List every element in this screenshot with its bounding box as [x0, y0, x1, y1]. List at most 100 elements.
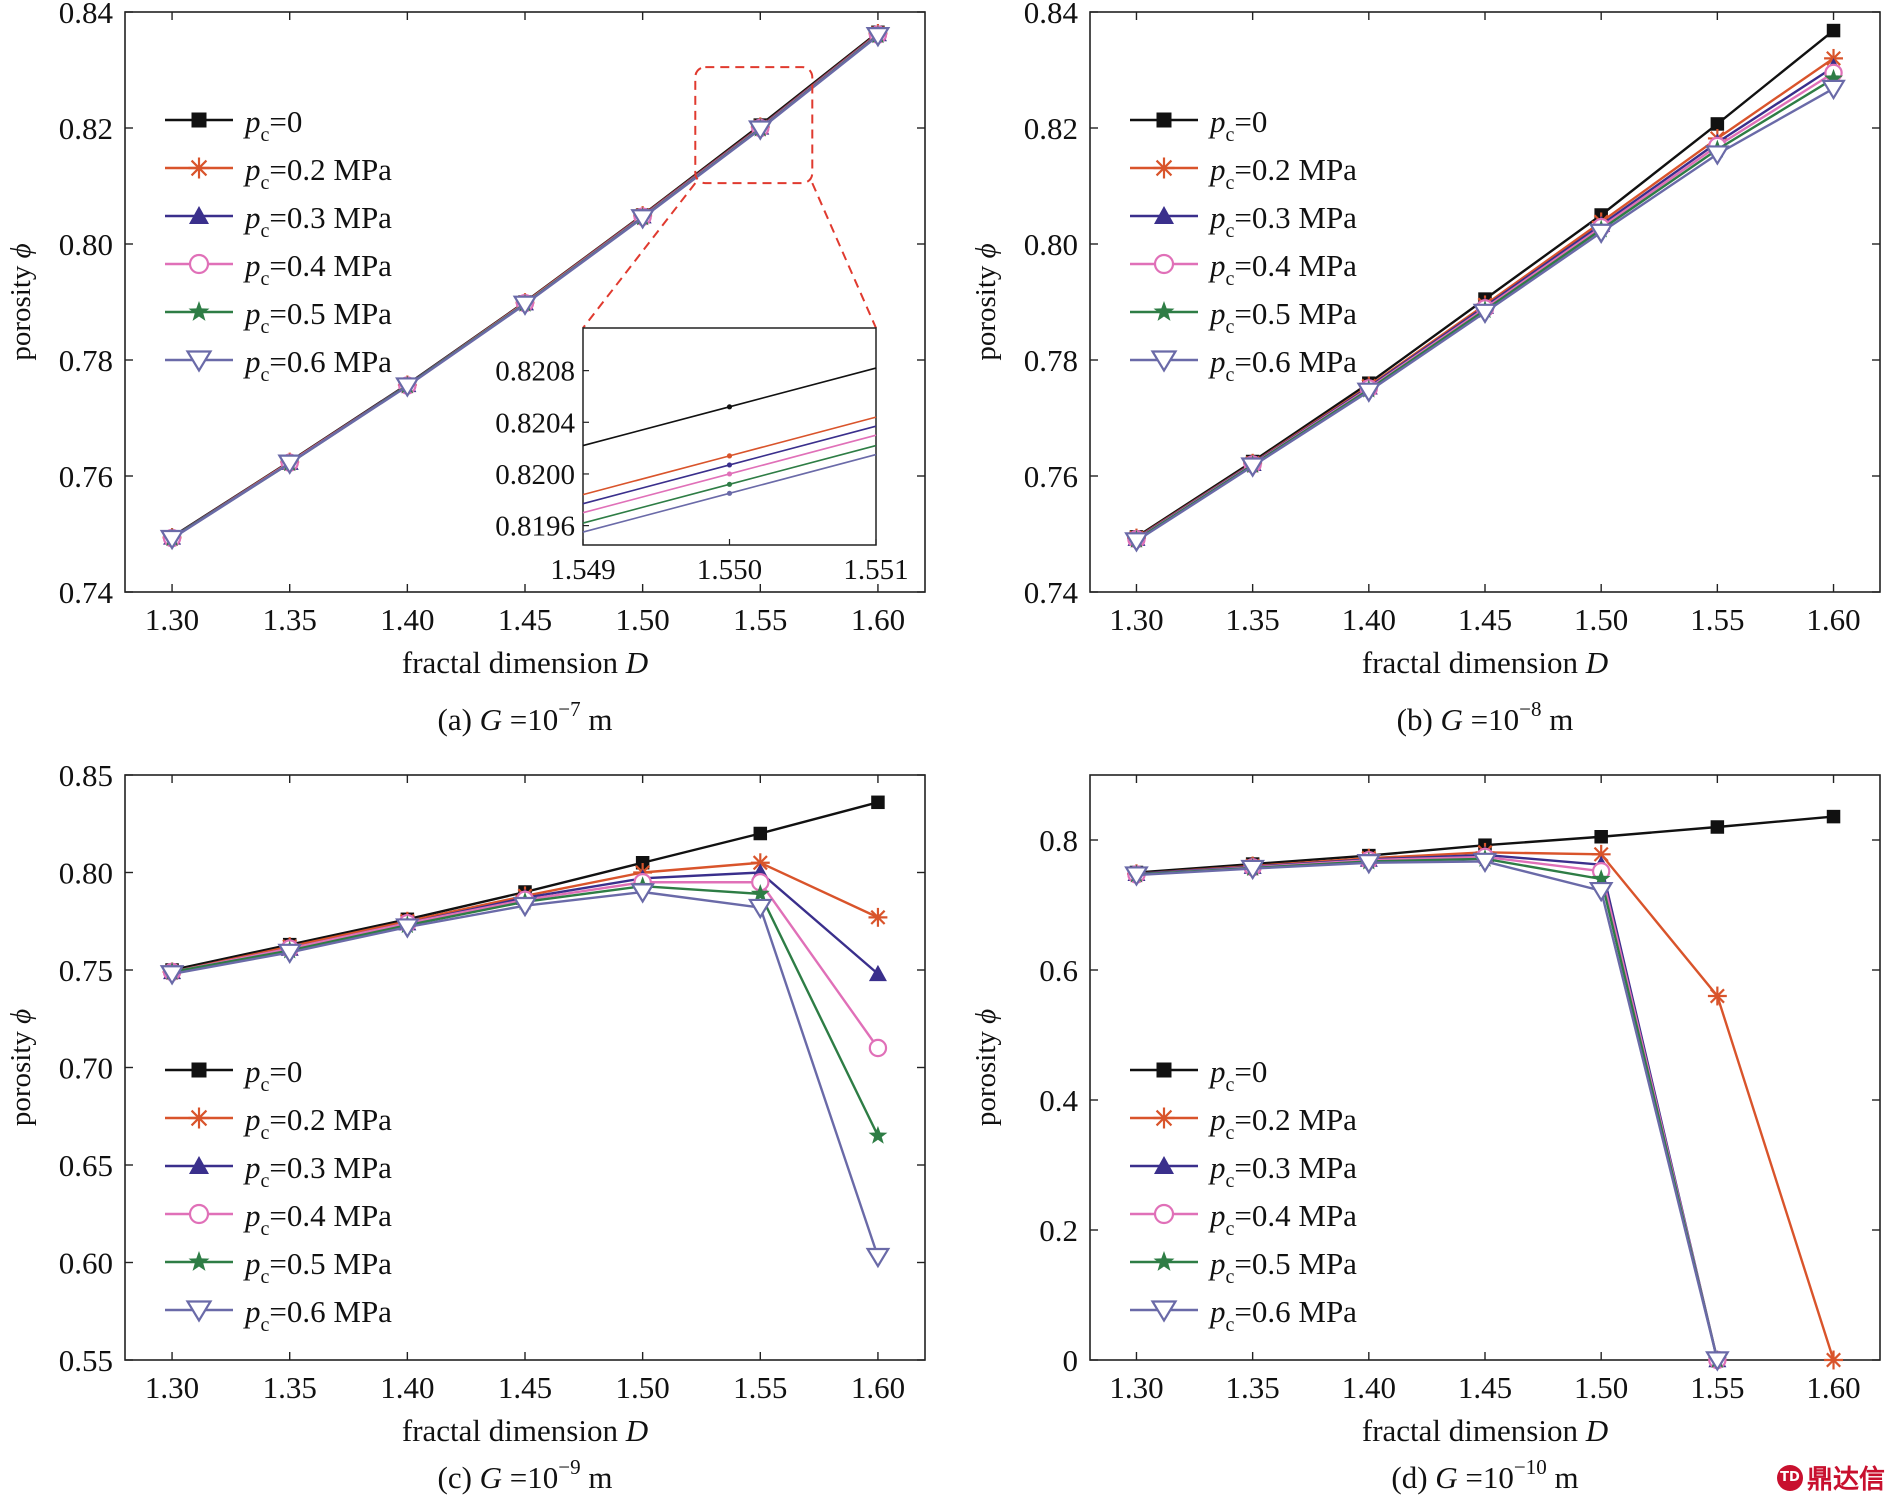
series-5: [1124, 852, 1730, 1372]
legend-marker: [188, 1107, 210, 1129]
inset-frame: [582, 327, 877, 546]
legend: pc=0 pc=0.2 MPa pc=0.3 MPa pc=0.4 MPa pc=0.5…: [165, 104, 392, 386]
data-point: [395, 918, 420, 939]
legend-item: pc=0.6 MPa: [165, 344, 392, 386]
legend-marker: [1156, 112, 1172, 128]
legend-marker: [188, 301, 210, 321]
legend-item: pc=0.4 MPa: [1130, 1198, 1357, 1240]
data-point: [747, 898, 773, 920]
legend-label: pc=0.4 MPa: [243, 1198, 392, 1240]
data-point: [750, 853, 770, 873]
legend-item: pc=0.5 MPa: [165, 296, 392, 338]
x-tick-label: 1.50: [1574, 602, 1628, 637]
legend-marker: [188, 157, 210, 179]
data-point: [868, 1038, 888, 1058]
x-tick-label: 1.40: [380, 602, 434, 637]
x-tick-label: 1.40: [1342, 1370, 1396, 1405]
series-0: [1129, 23, 1841, 544]
watermark-text: 鼎达信: [1806, 1465, 1885, 1495]
zoom-connector: [582, 182, 697, 329]
x-tick-label: 1.55: [1690, 602, 1744, 637]
zoom-connector: [811, 182, 877, 329]
data-point: [865, 27, 891, 48]
legend-marker: [1153, 1251, 1175, 1271]
watermark: TD 鼎达信: [1776, 1459, 1885, 1496]
legend-label: pc=0.3 MPa: [243, 1150, 392, 1192]
y-tick-label: 0.82: [1024, 111, 1078, 146]
legend-label: pc=0.5 MPa: [243, 1246, 392, 1288]
data-point: [1705, 1351, 1730, 1372]
x-tick-label: 1.35: [263, 1370, 317, 1405]
data-point: [1594, 830, 1608, 844]
legend-marker: [1153, 301, 1175, 321]
data-point: [1826, 809, 1841, 824]
x-tick-label: 1.50: [616, 1370, 670, 1405]
data-point: [1821, 79, 1846, 101]
legend-item: pc=0.3 MPa: [165, 200, 392, 242]
legend-item: pc=0.6 MPa: [1130, 1294, 1357, 1336]
legend-label: pc=0: [1208, 104, 1267, 146]
data-point: [865, 1247, 891, 1269]
legend-marker: [1153, 1107, 1175, 1129]
x-tick-label: 1.30: [145, 602, 199, 637]
inset-y-tick-label: 0.8208: [495, 356, 575, 388]
legend-marker: [1150, 1300, 1178, 1323]
legend-marker: [189, 206, 209, 224]
data-point: [1356, 853, 1382, 875]
x-tick-label: 1.45: [1458, 1370, 1512, 1405]
data-point: [277, 454, 303, 475]
legend-item: pc=0.5 MPa: [1130, 1246, 1357, 1288]
x-axis-label: fractal dimension D: [1362, 1413, 1608, 1448]
x-tick-label: 1.55: [733, 602, 787, 637]
inset-y-tick-label: 0.8200: [495, 459, 575, 491]
y-axis-variable: ϕ: [970, 1009, 1002, 1024]
x-tick-label: 1.50: [616, 602, 670, 637]
data-point: [1824, 68, 1843, 87]
y-tick-label: 0.76: [1024, 459, 1078, 494]
data-point: [753, 826, 768, 841]
legend-marker: [188, 1203, 210, 1225]
x-tick-label: 1.40: [1342, 602, 1396, 637]
panel-caption: (d) G =10−10 m: [1391, 1455, 1578, 1495]
x-axis-variable: D: [625, 1413, 648, 1448]
y-tick-label: 0.74: [59, 575, 114, 610]
data-point: [512, 896, 538, 918]
x-tick-label: 1.60: [851, 1370, 905, 1405]
inset-x-tick-label: 1.551: [843, 554, 908, 586]
x-tick-label: 1.55: [733, 1370, 787, 1405]
legend-marker: [185, 1300, 213, 1323]
legend-label: pc=0.2 MPa: [1208, 1102, 1357, 1144]
legend-label: pc=0.6 MPa: [243, 1294, 392, 1336]
legend-label: pc=0.3 MPa: [1208, 1150, 1357, 1192]
inset-data-point: [726, 404, 733, 410]
legend-item: pc=0.4 MPa: [1130, 248, 1357, 290]
y-axis-variable: ϕ: [5, 243, 37, 258]
panel-caption: (a) G =10−7 m: [438, 697, 613, 737]
x-axis-variable: D: [1585, 645, 1608, 680]
data-point: [512, 295, 538, 316]
inset-x-tick-label: 1.550: [697, 554, 762, 586]
data-point: [1705, 145, 1730, 166]
x-tick-label: 1.35: [263, 602, 317, 637]
chart-panel-d: 0 0.2 0.4 0.6 0.8 1.30 1.35 1.40 1.45 1.50 1.55 1.6…: [970, 774, 1881, 1495]
legend-label: pc=0.5 MPa: [1208, 296, 1357, 338]
data-point: [1588, 223, 1614, 244]
legend-item: pc=0.4 MPa: [165, 248, 392, 290]
inset-x-tick-label: 1.549: [550, 554, 615, 586]
zoom-inset: 0.8196 0.8200 0.8204 0.8208 1.549 1.550 1.551: [495, 66, 909, 586]
inset-y-tick-label: 0.8196: [495, 511, 575, 543]
y-tick-label: 0.65: [59, 1148, 113, 1183]
y-axis-label: porosity ϕ: [5, 1009, 37, 1126]
data-point: [1710, 820, 1725, 834]
legend-label: pc=0.6 MPa: [1208, 344, 1357, 386]
panel-caption: (b) G =10−8 m: [1397, 697, 1574, 737]
x-axis-label: fractal dimension D: [402, 1413, 648, 1448]
data-point: [635, 856, 650, 870]
legend-label: pc=0.4 MPa: [1208, 248, 1357, 290]
y-tick-label: 0.60: [59, 1246, 113, 1281]
y-tick-label: 0.8: [1039, 823, 1078, 858]
legend-item: pc=0.2 MPa: [1130, 1102, 1357, 1144]
legend: pc=0 pc=0.2 MPa pc=0.3 MPa pc=0.4 MPa pc=0.5…: [165, 1054, 392, 1336]
data-point: [1707, 986, 1727, 1006]
data-point: [1591, 869, 1611, 888]
